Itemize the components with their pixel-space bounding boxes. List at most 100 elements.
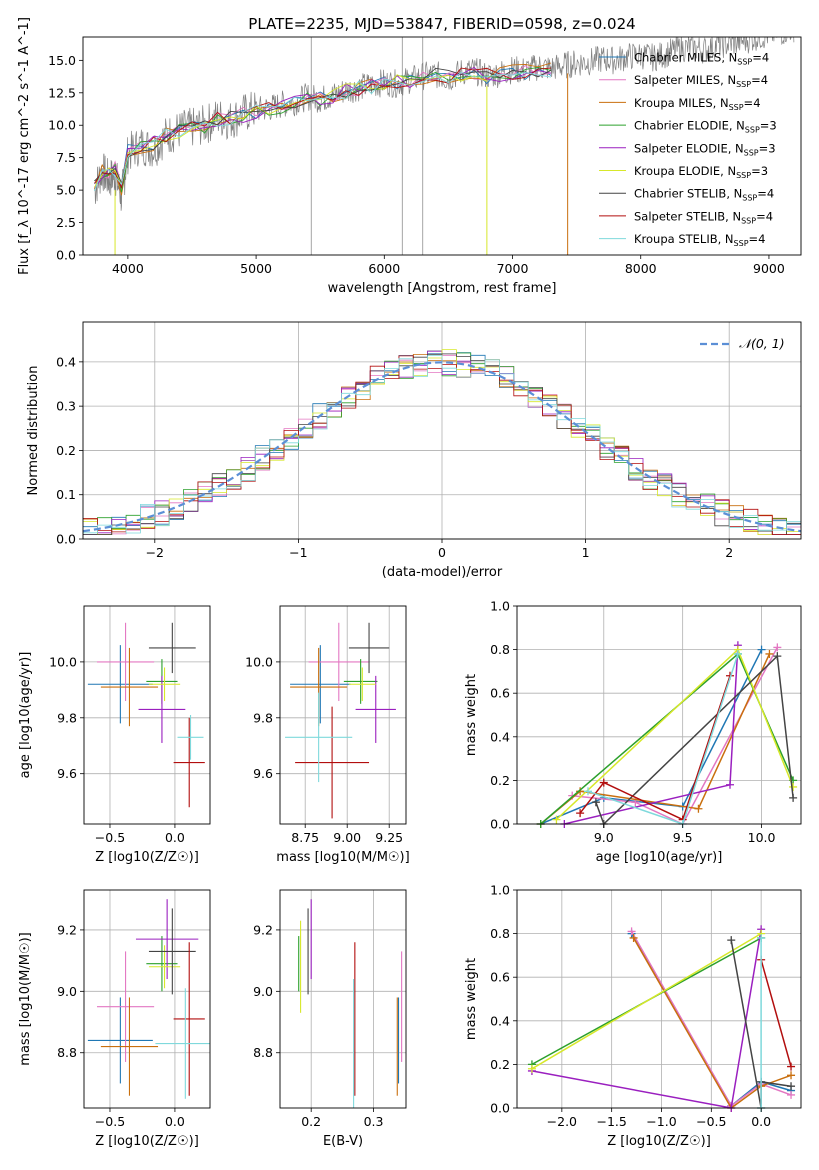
legend-sep: , N [721, 51, 737, 65]
weight-marker [733, 649, 742, 658]
legend-series-name: Chabrier STELIB [634, 187, 726, 201]
legend-series-name: Salpeter MILES [634, 73, 720, 87]
legend-sep: , N [726, 187, 742, 201]
mass-vs-EBV-xlabel: E(B-V) [323, 1134, 363, 1149]
weight-marker [787, 1090, 796, 1099]
mass-vs-Z-xlabel: Z [log10(Z/Z☉)] [95, 1134, 199, 1149]
model-line-salpeter-miles [94, 65, 552, 189]
age-vs-Z-xlabel: Z [log10(Z/Z☉)] [95, 850, 199, 865]
model-line-kroupa-stelib [94, 71, 552, 192]
weight-marker [694, 804, 703, 813]
spectrum-ytick-label: 10.0 [48, 118, 76, 133]
residual-histogram-xlabel: (data-model)/error [382, 565, 503, 580]
legend-sub: SSP [729, 103, 744, 112]
spectrum-xtick-label: 4000 [112, 261, 144, 276]
mass-weight-vs-age-xtick-label: 9.5 [673, 830, 693, 845]
legend-sep: , N [720, 73, 736, 87]
legend-nssp: 3 [769, 119, 776, 133]
spectrum-ytick-label: 7.5 [56, 150, 76, 165]
spectrum-xtick-label: 8000 [625, 261, 657, 276]
legend-sep: , N [725, 209, 741, 223]
residual-histogram-ytick-label: 0.4 [56, 354, 76, 369]
legend-eq: = [749, 232, 759, 246]
legend-nssp: 4 [766, 209, 773, 223]
weight-marker [773, 652, 782, 661]
weight-marker [757, 645, 766, 654]
legend-sep: , N [729, 119, 745, 133]
residual-histogram-xtick-label: −1 [289, 545, 307, 560]
legend-sep: , N [713, 96, 729, 110]
weight-marker [629, 933, 638, 942]
mass-vs-EBV-xtick-label: 0.2 [301, 1114, 321, 1129]
legend-sep: , N [718, 232, 734, 246]
legend-label: Kroupa MILES, NSSP=4 [634, 96, 761, 112]
residual-histogram-frame [82, 321, 802, 540]
age-vs-Z-ytick-label: 9.8 [57, 710, 77, 725]
weight-marker [584, 787, 592, 796]
legend-sub: SSP [736, 171, 751, 180]
legend-nssp: 4 [767, 187, 774, 201]
weight-line-salpeter-miles [572, 647, 778, 824]
model-line-chabrier-miles [94, 67, 552, 186]
legend-sub: SSP [736, 80, 751, 89]
model-line-chabrier-elodie [94, 66, 552, 193]
legend-sub: SSP [744, 148, 759, 157]
legend-sub: SSP [742, 194, 757, 203]
mass-vs-EBV-frame [279, 889, 407, 1109]
weight-marker [627, 927, 636, 936]
weight-marker [757, 933, 766, 942]
model-line-kroupa-miles [94, 62, 552, 196]
mass-weight-vs-age-ytick-label: 0.2 [490, 773, 510, 788]
legend-label: 𝒩(0, 1) [739, 336, 785, 351]
legend-label: Chabrier ELODIE, NSSP=3 [634, 119, 777, 135]
legend-nssp: 4 [762, 51, 769, 65]
residual-histogram-xtick-label: 1 [582, 545, 590, 560]
mass-weight-vs-Z-xtick-label: 0.0 [751, 1114, 771, 1129]
weight-marker [787, 1062, 796, 1071]
legend-eq: = [744, 96, 754, 110]
y-axis-label: Flux [f_λ 10^-17 erg cm^-2 s^-1 A^-1] [17, 17, 32, 275]
weight-line-salpeter-elodie [531, 929, 762, 1108]
weight-marker [591, 798, 600, 807]
age-vs-mass-xtick-label: 9.00 [333, 830, 361, 845]
spectrum-xtick-label: 9000 [753, 261, 785, 276]
legend-label: Chabrier MILES, NSSP=4 [634, 51, 769, 67]
weight-marker [599, 778, 608, 787]
weight-marker [527, 1064, 536, 1073]
mass-weight-vs-age-ytick-label: 1.0 [490, 599, 510, 614]
y-axis-label: mass [log10(M/M☉)] [18, 932, 33, 1065]
text-layer: 4000 5000 6000 7000 8000 90000.02.55.07.510.0… [17, 15, 785, 1149]
gaussian-curve [82, 361, 802, 533]
age-vs-mass-xlabel: mass [log10(M/M☉)] [276, 850, 409, 865]
age-vs-Z-ytick-label: 9.6 [57, 766, 77, 781]
mass-weight-vs-age-xtick-label: 10.0 [748, 830, 776, 845]
y-axis-label: Normed distribution [26, 366, 41, 496]
mass-weight-vs-Z-frame [516, 889, 802, 1109]
weight-marker [773, 643, 782, 652]
age-vs-Z-frame [83, 605, 211, 825]
legend-eq: = [751, 73, 761, 87]
legend-sub: SSP [734, 239, 749, 248]
legend-nssp: 3 [761, 164, 768, 178]
mass-weight-vs-age-ytick-label: 0.8 [490, 642, 510, 657]
weight-line-kroupa-miles [632, 937, 792, 1108]
legend-series-name: Chabrier ELODIE [634, 119, 729, 133]
legend-sub: SSP [745, 126, 760, 135]
residual-histogram-ytick-label: 0.2 [56, 443, 76, 458]
legend-eq: = [752, 51, 762, 65]
model-line-kroupa-elodie [94, 74, 488, 188]
legend-label: Salpeter STELIB, NSSP=4 [634, 209, 773, 225]
weight-marker [789, 782, 798, 791]
legend-nssp: 3 [768, 141, 775, 155]
weight-marker [789, 793, 798, 802]
weight-marker [765, 649, 774, 658]
age-vs-mass-xtick-label: 8.75 [291, 830, 319, 845]
mass-weight-vs-Z-ytick-label: 1.0 [490, 883, 510, 898]
age-vs-Z-xtick-label: 0.0 [165, 830, 185, 845]
hist-step-chabrier-stelib [83, 353, 801, 535]
spectrum-xtick-label: 5000 [240, 261, 272, 276]
weight-marker [726, 780, 734, 789]
legend-eq: = [751, 164, 761, 178]
spectrum-ytick-label: 2.5 [56, 215, 76, 230]
legend-label: Kroupa STELIB, NSSP=4 [634, 232, 766, 248]
